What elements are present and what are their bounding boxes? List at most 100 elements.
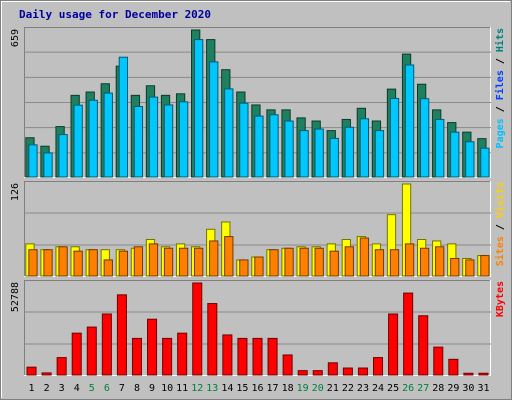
bar-sites-day-28 — [435, 246, 445, 277]
bar-sites-day-13 — [209, 240, 219, 277]
bar-sites-day-8 — [133, 246, 144, 277]
bar-sites-day-15 — [239, 259, 249, 277]
legend-visits: Visits — [494, 182, 506, 218]
legend-separator: / — [495, 52, 506, 70]
panel-hits-ymax-label: 659 — [10, 29, 21, 47]
x-tick-label: 17 — [267, 383, 279, 394]
bar-kbytes-day-6 — [101, 313, 112, 376]
bar-kbytes-day-11 — [177, 332, 188, 376]
legend-sites: Sites — [494, 236, 506, 266]
x-tick-label: 24 — [372, 383, 384, 394]
bar-kbytes-day-19 — [297, 370, 308, 376]
bar-sites-day-18 — [284, 247, 294, 277]
bar-sites-day-4 — [73, 250, 83, 277]
series-sites — [28, 236, 490, 277]
bar-kbytes-day-5 — [86, 326, 97, 376]
bar-kbytes-day-10 — [162, 337, 173, 376]
legend-pages: Pages — [495, 118, 506, 148]
x-axis: 1 2 3 4 5 6 7 8 9 10 11 12 13 14 15 16 17 18 19 20 21 22 23 24 2… — [29, 383, 490, 394]
x-tick-label: 26 — [402, 383, 414, 394]
x-tick-label: 12 — [191, 383, 203, 394]
bar-kbytes-day-22 — [342, 367, 353, 376]
x-tick-label: 6 — [104, 383, 110, 394]
bar-kbytes-day-31 — [478, 372, 489, 376]
bar-kbytes-day-2 — [41, 372, 52, 376]
bar-sites-day-14 — [224, 236, 234, 277]
bar-files-day-25 — [389, 97, 400, 178]
bar-files-day-23 — [359, 118, 370, 178]
bar-files-day-8 — [133, 106, 144, 178]
panel-visits: 126 Sites / Visits — [10, 181, 506, 277]
x-tick-label: 10 — [161, 383, 173, 394]
bar-kbytes-day-24 — [372, 357, 384, 376]
bar-files-day-30 — [465, 141, 475, 178]
bar-files-day-29 — [450, 131, 460, 178]
x-tick-label: 2 — [44, 383, 50, 394]
x-tick-label: 20 — [312, 383, 324, 394]
legend-hits: Hits — [494, 28, 506, 52]
x-tick-label: 7 — [119, 383, 125, 394]
bar-files-day-13 — [209, 61, 219, 178]
x-tick-label: 27 — [417, 383, 429, 394]
bar-sites-day-2 — [43, 249, 53, 277]
x-tick-label: 21 — [327, 383, 339, 394]
bar-kbytes-day-28 — [433, 346, 444, 376]
bar-files-day-4 — [73, 104, 83, 178]
bar-files-day-24 — [374, 130, 385, 178]
panel-kbytes-ymax-label: 52788 — [10, 282, 21, 312]
bar-sites-day-12 — [194, 247, 204, 277]
x-tick-label: 25 — [387, 383, 399, 394]
bar-files-day-15 — [239, 102, 249, 178]
bar-sites-day-9 — [148, 243, 159, 277]
bar-kbytes-day-23 — [357, 367, 368, 376]
bar-kbytes-day-3 — [56, 357, 67, 376]
x-tick-label: 8 — [134, 383, 140, 394]
x-tick-label: 29 — [447, 383, 459, 394]
bar-files-day-20 — [314, 128, 324, 178]
bar-files-day-22 — [344, 126, 354, 178]
bar-files-day-28 — [435, 118, 445, 178]
legend-separator: / — [495, 218, 506, 236]
bar-kbytes-day-29 — [448, 358, 459, 376]
bar-files-day-6 — [103, 92, 113, 178]
x-tick-label: 11 — [176, 383, 188, 394]
chart-title: Daily usage for December 2020 — [19, 8, 211, 21]
bar-files-day-9 — [148, 96, 159, 178]
bar-files-day-1 — [28, 144, 38, 178]
legend-separator: / — [495, 100, 506, 118]
bar-kbytes-day-16 — [252, 337, 263, 376]
chart-panels: 659 Pages / Files / Hits 126 Sites / Visits… — [10, 27, 506, 376]
bar-sites-day-30 — [465, 259, 475, 277]
bar-files-day-10 — [163, 104, 174, 178]
bar-files-day-16 — [254, 115, 264, 178]
bar-files-day-12 — [194, 39, 204, 178]
bar-kbytes-day-18 — [282, 354, 293, 376]
bar-sites-day-25 — [389, 249, 400, 277]
bar-kbytes-day-4 — [71, 332, 82, 376]
x-tick-label: 14 — [221, 383, 233, 394]
bar-files-day-26 — [404, 64, 415, 178]
x-tick-label: 13 — [206, 383, 218, 394]
bar-sites-day-21 — [329, 250, 339, 277]
x-tick-label: 19 — [297, 383, 309, 394]
bar-sites-day-24 — [374, 249, 385, 277]
panel-kbytes-legend: KBytes — [495, 281, 506, 317]
bar-files-day-21 — [329, 137, 339, 178]
bar-sites-day-19 — [299, 247, 309, 277]
bar-sites-day-7 — [118, 250, 128, 277]
bar-files-day-2 — [43, 152, 53, 178]
legend-files: Files — [494, 70, 506, 100]
panel-hits: 659 Pages / Files / Hits — [10, 27, 506, 178]
bar-sites-day-23 — [359, 237, 370, 277]
bar-files-day-19 — [299, 130, 309, 178]
bar-kbytes-day-25 — [388, 313, 399, 376]
x-tick-label: 9 — [149, 383, 155, 394]
bar-sites-day-1 — [28, 249, 38, 277]
bar-files-day-3 — [58, 134, 68, 178]
bar-kbytes-day-27 — [418, 315, 429, 376]
x-tick-label: 16 — [251, 383, 263, 394]
bar-kbytes-day-17 — [267, 337, 278, 376]
bar-sites-day-3 — [58, 246, 68, 277]
bar-sites-day-16 — [254, 256, 264, 277]
panel-hits-legend: Pages / Files / Hits — [494, 28, 506, 148]
